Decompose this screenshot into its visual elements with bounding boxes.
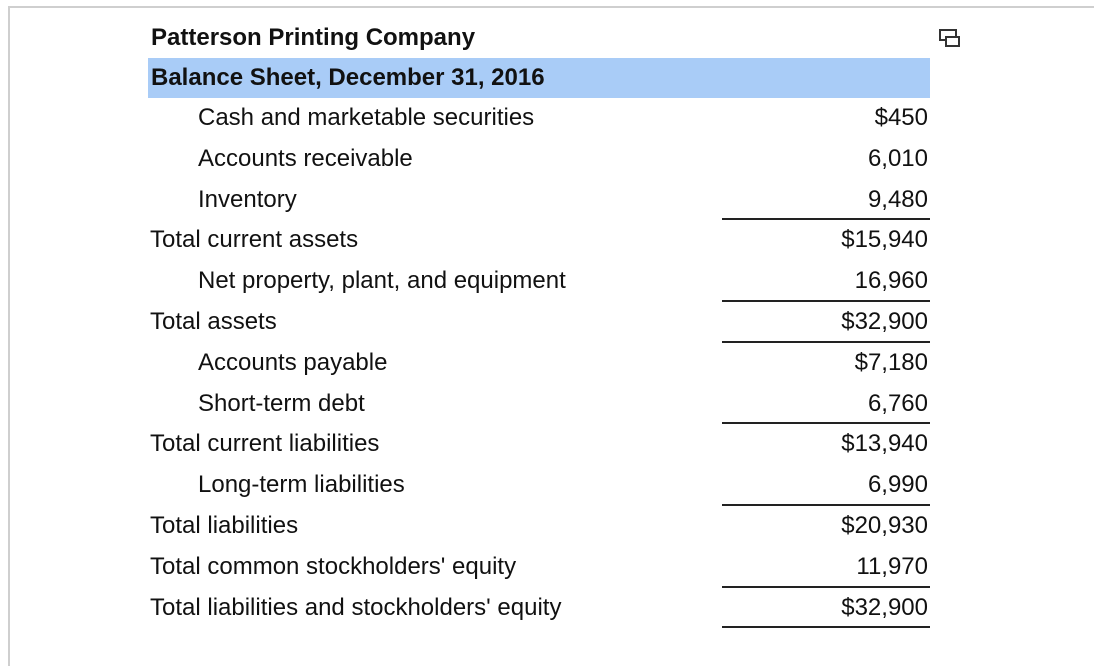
row-label: Total liabilities and stockholders' equi… xyxy=(150,593,562,621)
table-row: Accounts payable $7,180 xyxy=(148,343,930,384)
row-amount: 6,010 xyxy=(867,144,928,172)
company-name: Patterson Printing Company xyxy=(151,24,476,51)
row-amount: $450 xyxy=(874,104,928,131)
content-frame xyxy=(8,6,1094,666)
row-label: Net property, plant, and equipment xyxy=(198,267,566,295)
balance-sheet-table: Patterson Printing Company Balance Sheet… xyxy=(148,18,930,629)
table-row: Total common stockholders' equity 11,970 xyxy=(148,547,930,588)
table-row: Inventory 9,480 xyxy=(148,180,930,221)
row-amount: 9,480 xyxy=(867,185,928,213)
table-row: Total liabilities $20,930 xyxy=(148,506,930,547)
row-label: Accounts receivable xyxy=(198,144,413,172)
row-amount: $32,900 xyxy=(841,593,928,621)
row-amount: $20,930 xyxy=(841,511,928,539)
row-label: Inventory xyxy=(198,185,297,213)
row-label: Total common stockholders' equity xyxy=(150,552,517,580)
row-amount: 16,960 xyxy=(854,267,928,295)
table-row: Net property, plant, and equipment 16,96… xyxy=(148,261,930,302)
row-amount: 6,760 xyxy=(867,389,928,417)
table-row: Total current liabilities $13,940 xyxy=(148,424,930,465)
table-title: Balance Sheet, December 31, 2016 xyxy=(148,58,930,98)
row-amount: $32,900 xyxy=(841,307,928,335)
row-label: Total current assets xyxy=(150,226,359,254)
table-row: Short-term debt 6,760 xyxy=(148,384,930,425)
table-row: Long-term liabilities 6,990 xyxy=(148,465,930,506)
table-row: Accounts receivable 6,010 xyxy=(148,139,930,180)
table-row: Total assets $32,900 xyxy=(148,302,930,343)
row-label: Cash and marketable securities xyxy=(198,104,535,131)
row-amount: $7,180 xyxy=(854,348,928,376)
row-label: Short-term debt xyxy=(198,389,365,417)
row-label: Total current liabilities xyxy=(150,430,380,458)
row-label: Accounts payable xyxy=(198,348,388,376)
row-amount: $13,940 xyxy=(841,430,928,458)
row-amount: 6,990 xyxy=(867,471,928,499)
row-amount: 11,970 xyxy=(856,552,928,580)
row-label: Long-term liabilities xyxy=(198,471,405,499)
table-row: Total liabilities and stockholders' equi… xyxy=(148,588,930,629)
row-label: Total liabilities xyxy=(150,511,299,539)
table-row: Cash and marketable securities $450 xyxy=(148,98,930,139)
copy-icon[interactable] xyxy=(938,28,962,48)
table-row: Total current assets $15,940 xyxy=(148,220,930,261)
row-amount: $15,940 xyxy=(841,226,928,254)
row-label: Total assets xyxy=(150,307,277,335)
